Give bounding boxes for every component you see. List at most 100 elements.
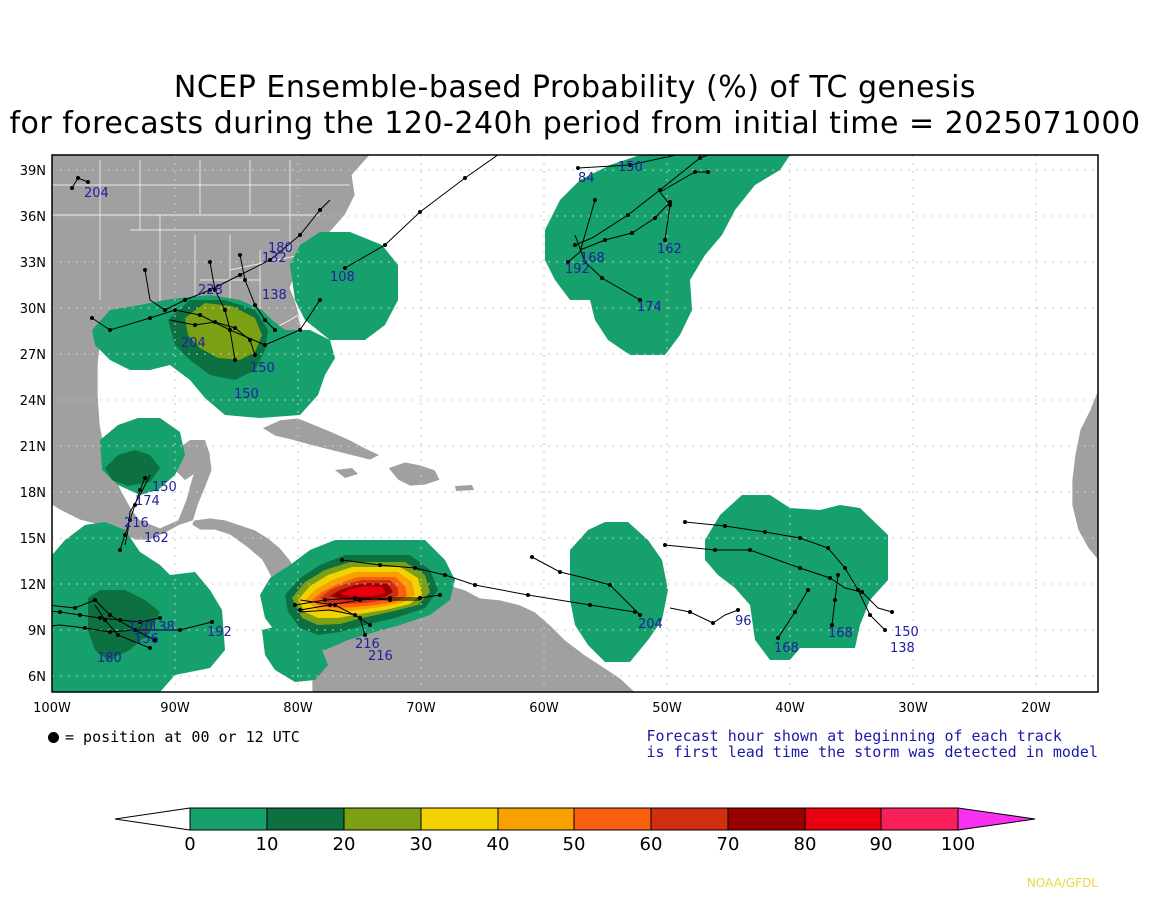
probability-colorbar: 0 10 20 30 40 50 60 70 80 90 100 xyxy=(114,807,1036,855)
track-line xyxy=(299,599,366,636)
colorbar-label: 100 xyxy=(941,834,975,855)
land-africa xyxy=(1071,389,1098,561)
track-line xyxy=(144,199,331,311)
track-label: 138 xyxy=(890,641,915,656)
y-tick-label: 36N xyxy=(20,210,46,225)
track-label: 84 xyxy=(578,171,595,186)
colorbar-segment xyxy=(804,807,882,831)
colorbar-label: 90 xyxy=(870,834,893,855)
track-label: 138 xyxy=(150,620,175,635)
y-tick-label: 30N xyxy=(20,302,46,317)
storm-track-points xyxy=(58,156,894,650)
colorbar-segment xyxy=(497,807,575,831)
prob-region-caribbean-90 xyxy=(340,586,386,597)
track-label: 216 xyxy=(124,516,149,531)
position-legend: = position at 00 or 12 UTC xyxy=(48,728,300,746)
track-label: 168 xyxy=(828,626,853,641)
track-label: 138 xyxy=(262,288,287,303)
y-tick-label: 21N xyxy=(20,440,46,455)
track-label: 216 xyxy=(368,649,393,664)
track-line xyxy=(574,234,641,301)
colorbar-segment xyxy=(266,807,345,831)
track-label: 174 xyxy=(637,300,662,315)
track-label: 108 xyxy=(330,270,355,285)
land-puerto-rico xyxy=(455,485,474,491)
colorbar-segment xyxy=(573,807,652,831)
colorbar-segment xyxy=(420,807,499,831)
track-label: 150 xyxy=(250,361,275,376)
track-label: 168 xyxy=(580,251,605,266)
forecast-note-line-1: Forecast hour shown at beginning of each… xyxy=(646,727,1062,745)
track-label: 150 xyxy=(234,387,259,402)
track-label: 192 xyxy=(565,262,590,277)
track-line xyxy=(531,556,641,616)
track-hour-labels: 204 150 84 162 168 192 174 108 132 180 1… xyxy=(84,160,919,666)
colorbar-segment xyxy=(727,807,806,831)
colorbar-segment xyxy=(189,807,268,831)
prob-region-eastern-pacific-20 xyxy=(88,590,160,660)
colorbar-label: 30 xyxy=(410,834,433,855)
y-tick-label: 6N xyxy=(28,670,46,685)
track-label: 132 xyxy=(262,251,287,266)
probability-shading xyxy=(52,155,888,692)
track-label: 228 xyxy=(198,283,223,298)
track-label: 168 xyxy=(774,641,799,656)
track-label: 120 xyxy=(128,620,153,635)
y-tick-label: 39N xyxy=(20,164,46,179)
chart-title-line-1: NCEP Ensemble-based Probability (%) of T… xyxy=(173,70,977,105)
colorbar-segment xyxy=(343,807,422,831)
colorbar-label: 20 xyxy=(333,834,356,855)
track-line xyxy=(567,199,596,263)
position-dot-icon xyxy=(48,732,59,743)
colorbar-label: 10 xyxy=(256,834,279,855)
track-line xyxy=(119,477,146,551)
land-jamaica xyxy=(335,468,358,478)
prob-region-tropical-atlantic-east xyxy=(705,495,888,660)
track-label: 204 xyxy=(84,186,109,201)
colorbar-label: 70 xyxy=(717,834,740,855)
colorbar-label: 40 xyxy=(487,834,510,855)
track-label: 96 xyxy=(735,614,752,629)
x-tick-label: 70W xyxy=(406,701,436,716)
track-label: 174 xyxy=(135,494,160,509)
y-tick-label: 27N xyxy=(20,348,46,363)
land-cuba xyxy=(261,417,381,461)
track-label: 150 xyxy=(152,480,177,495)
x-tick-label: 20W xyxy=(1021,701,1051,716)
y-tick-label: 15N xyxy=(20,532,46,547)
track-label: 180 xyxy=(97,651,122,666)
credit-label: NOAA/GFDL xyxy=(1026,876,1098,890)
x-tick-label: 80W xyxy=(283,701,313,716)
track-label: 192 xyxy=(207,625,232,640)
y-axis-labels: 39N 36N 33N 30N 27N 24N 21N 18N 15N 12N … xyxy=(20,164,46,685)
x-tick-label: 90W xyxy=(160,701,190,716)
y-tick-label: 18N xyxy=(20,486,46,501)
colorbar-label: 0 xyxy=(184,834,195,855)
x-tick-label: 100W xyxy=(33,701,71,716)
position-legend-text: = position at 00 or 12 UTC xyxy=(65,728,300,746)
x-tick-label: 30W xyxy=(898,701,928,716)
track-label: 156 xyxy=(134,632,159,647)
track-line xyxy=(299,609,371,626)
colorbar-low-arrow xyxy=(114,807,191,831)
track-label: 150 xyxy=(618,160,643,175)
map-frame xyxy=(51,154,1099,693)
prob-region-southeast-us-coast xyxy=(290,232,398,340)
colorbar-label: 50 xyxy=(563,834,586,855)
track-label: 204 xyxy=(181,336,206,351)
colorbar-segment xyxy=(650,807,729,831)
forecast-note-line-2: is first lead time the storm was detecte… xyxy=(646,743,1098,761)
track-label: 162 xyxy=(657,242,682,257)
track-label: 180 xyxy=(268,241,293,256)
track-label: 204 xyxy=(638,617,663,632)
y-tick-label: 24N xyxy=(20,394,46,409)
track-line xyxy=(52,599,156,641)
track-label: 216 xyxy=(355,637,380,652)
y-tick-label: 9N xyxy=(28,624,46,639)
track-line xyxy=(341,559,636,613)
forecast-note: Forecast hour shown at beginning of each… xyxy=(646,728,1098,760)
land-hispaniola xyxy=(387,461,441,487)
colorbar-label: 80 xyxy=(794,834,817,855)
prob-region-central-atlantic-north xyxy=(545,155,790,355)
